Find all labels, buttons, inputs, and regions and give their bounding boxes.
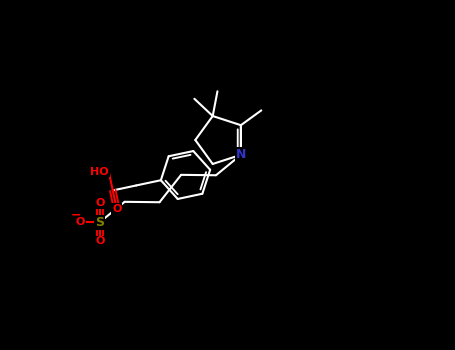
Text: N: N xyxy=(236,148,246,161)
Text: HO: HO xyxy=(90,167,109,177)
Text: −: − xyxy=(71,208,81,221)
Text: O: O xyxy=(95,198,105,208)
Text: S: S xyxy=(95,216,104,229)
Text: O: O xyxy=(112,204,121,214)
Text: O: O xyxy=(95,237,105,246)
Text: O: O xyxy=(76,217,85,227)
